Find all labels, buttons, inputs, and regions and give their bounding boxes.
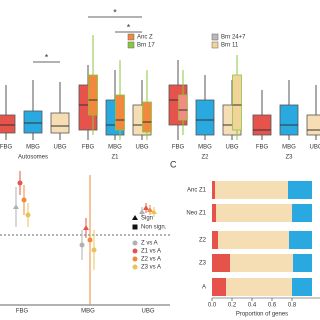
marker-nonsign [21,197,27,203]
box [88,74,98,116]
group-label: Z1 [111,155,119,161]
legend-label: Anc Z [137,35,153,41]
x-tick-label: MBG [108,145,122,151]
x-tick-label: MBG [26,145,40,151]
legend-label: Z3 vs A [141,265,161,271]
bar-segment [215,181,288,199]
legend-swatch [211,41,219,49]
x-axis-label: Proportion of genes [236,312,288,318]
x-tick-label: MBG [282,145,296,151]
y-tick-label: A [202,285,206,291]
marker-sign [139,209,145,214]
legend-label: Z1 vs A [141,249,161,255]
x-tick-label: 0.6 [268,303,277,309]
legend-marker [132,248,138,254]
bar-segment [288,181,312,199]
x-tick-label: UBG [141,309,154,315]
group-label: Autosomes [18,155,48,161]
legend-label: Brn 24+7 [221,35,246,41]
box [178,94,188,121]
panel-label: C [170,159,177,169]
legend-label: Z vs A [141,241,158,247]
bar-segment [292,204,312,222]
legend-marker [132,240,138,246]
bar-segment [289,231,312,249]
box [115,94,125,131]
group-label: Z3 [285,155,293,161]
bar-segment [212,278,226,296]
x-tick-label: 0.2 [228,303,237,309]
marker-nonsign [17,180,23,186]
legend-label: Z2 vs A [141,257,161,263]
x-tick-label: FBG [172,145,185,151]
marker-sign [13,204,19,209]
x-tick-label: UBG [135,145,148,151]
box [50,112,70,134]
x-tick-label: 0.0 [208,303,217,309]
marker-nonsign [91,247,97,253]
legend-swatch [211,33,219,41]
legend-marker [132,264,138,270]
x-tick-label: FBG [256,145,269,151]
y-tick-label: Z2 [199,238,207,244]
legend-label: Sign [141,216,153,222]
x-tick-label: FBG [82,145,95,151]
box [0,114,16,134]
bar-segment [218,231,289,249]
box [306,114,320,136]
bar-segment [212,231,218,249]
legend-label: Non sign. [141,225,167,231]
x-tick-label: FBG [16,309,29,315]
marker-nonsign [25,212,31,218]
legend-swatch [127,33,135,41]
marker-sign [147,207,153,212]
bar-segment [212,181,215,199]
box [279,104,299,136]
legend-marker [132,256,138,262]
marker-sign [83,225,89,230]
significance-star: * [45,52,49,62]
x-tick-label: UBG [225,145,238,151]
marker-sign [143,205,149,210]
x-tick-label: MBG [198,145,212,151]
bar-segment [292,278,312,296]
legend-label: Brn 17 [137,43,155,49]
legend-marker [132,224,138,230]
x-tick-label: UBG [309,145,320,151]
marker-sign [151,209,157,214]
x-tick-label: 0.4 [248,303,257,309]
x-tick-label: UBG [53,145,66,151]
box [195,99,215,136]
significance-star: * [113,7,117,17]
bar-segment [212,254,230,272]
bar-segment [226,278,292,296]
legend-swatch [127,41,135,49]
bar-segment [216,204,292,222]
y-tick-label: Neo Z1 [186,211,206,217]
marker-nonsign [79,242,85,248]
y-tick-label: Anc Z1 [187,188,207,194]
box [23,110,43,134]
x-tick-label: 0.8 [288,303,297,309]
significance-star: * [127,22,131,32]
bar-segment [293,254,312,272]
bar-segment [230,254,293,272]
box [252,114,272,136]
x-tick-label: FBG [0,145,12,151]
marker-nonsign [87,237,93,243]
box [142,101,152,133]
legend-label: Brn 11 [221,43,239,49]
group-label: Z2 [201,155,209,161]
legend-marker [132,215,138,220]
x-tick-label: MBG [81,309,95,315]
box [232,74,242,131]
bar-segment [212,204,216,222]
y-tick-label: Z3 [199,261,207,267]
